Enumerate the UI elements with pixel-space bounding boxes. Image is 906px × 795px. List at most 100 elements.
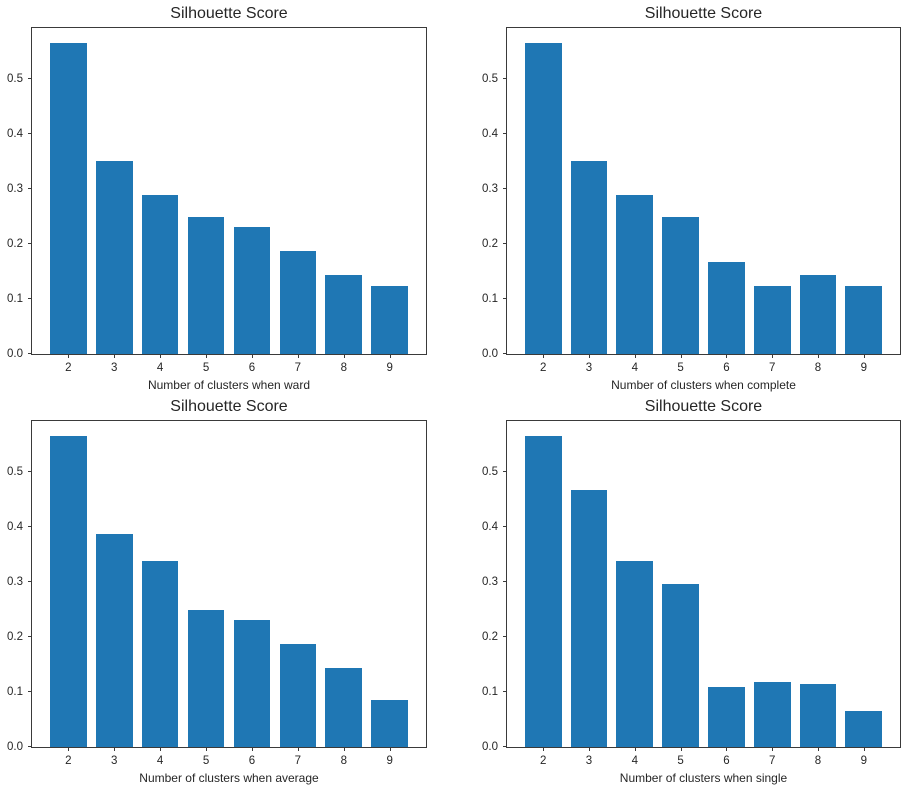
y-tick-mark xyxy=(503,581,507,583)
y-tick-mark xyxy=(28,746,32,747)
x-tick-label: 6 xyxy=(723,362,730,374)
x-tick-label: 2 xyxy=(539,362,547,374)
y-tick-mark xyxy=(28,471,32,473)
x-tick-mark xyxy=(297,747,299,751)
bar-k7 xyxy=(279,644,317,747)
x-tick-mark xyxy=(818,354,819,358)
x-tick-label: 8 xyxy=(340,362,347,374)
bar-k4 xyxy=(141,194,179,354)
bar-k5 xyxy=(662,217,699,354)
y-tick-mark xyxy=(28,78,32,80)
x-tick-label: 3 xyxy=(110,362,118,374)
bar-k3 xyxy=(570,160,608,354)
x-tick-label: 2 xyxy=(65,755,72,767)
x-tick-mark xyxy=(772,747,774,751)
y-tick-mark xyxy=(503,746,507,747)
x-tick-label: 8 xyxy=(340,755,347,767)
y-tick-label: 0.2 xyxy=(482,237,498,250)
y-tick-label: 0.3 xyxy=(7,575,23,588)
x-tick-mark xyxy=(726,747,728,751)
y-tick-label: 0.3 xyxy=(7,182,23,195)
bar-k2 xyxy=(524,436,562,747)
x-tick-label: 7 xyxy=(769,362,776,374)
x-tick-label: 9 xyxy=(386,362,393,374)
bar-k9 xyxy=(371,699,409,747)
y-tick-label: 0.0 xyxy=(7,740,23,753)
x-tick-label: 5 xyxy=(202,362,210,374)
bar-k7 xyxy=(753,682,791,747)
bar-k5 xyxy=(662,583,699,747)
x-tick-mark xyxy=(114,747,116,751)
y-tick-mark xyxy=(28,581,32,583)
bar-k3 xyxy=(95,533,133,747)
y-tick-mark xyxy=(503,691,507,693)
x-tick-label: 3 xyxy=(585,362,593,374)
x-tick-mark xyxy=(297,354,299,358)
y-tick-label: 0.2 xyxy=(482,630,498,643)
bar-k5 xyxy=(187,610,225,747)
x-tick-mark xyxy=(160,747,162,751)
x-tick-label: 8 xyxy=(814,755,822,767)
y-tick-mark xyxy=(503,526,507,528)
plot-area-average: 2 3 4 5 6 7 8 9 0.0 0.1 0.2 0.3 0.4 0.5 xyxy=(7,420,427,767)
x-axis-label-single: Number of clusters when single xyxy=(619,771,788,785)
bar-k8 xyxy=(325,275,363,354)
bar-k8 xyxy=(799,684,837,747)
y-tick-label: 0.3 xyxy=(482,182,498,195)
x-tick-mark xyxy=(251,747,253,751)
x-tick-label: 9 xyxy=(386,755,393,767)
x-tick-label: 2 xyxy=(539,755,547,767)
y-tick-mark xyxy=(503,78,507,80)
x-tick-mark xyxy=(863,354,865,358)
x-tick-label: 9 xyxy=(860,362,868,374)
y-tick-mark xyxy=(28,636,32,638)
x-tick-label: 4 xyxy=(156,755,164,767)
bar-k3 xyxy=(570,490,608,747)
bar-k2 xyxy=(524,43,562,354)
x-tick-label: 3 xyxy=(110,755,118,767)
x-tick-mark xyxy=(543,354,545,358)
bar-k7 xyxy=(279,251,317,354)
bar-k8 xyxy=(325,668,363,747)
x-tick-label: 5 xyxy=(677,755,684,767)
y-tick-label: 0.1 xyxy=(7,685,23,698)
y-tick-mark xyxy=(28,691,32,693)
bar-k4 xyxy=(141,560,179,747)
x-tick-label: 6 xyxy=(248,362,256,374)
bar-k9 xyxy=(845,285,883,354)
x-tick-label: 9 xyxy=(860,755,868,767)
bar-k9 xyxy=(845,710,883,747)
bar-k6 xyxy=(233,227,271,354)
x-axis-label-average: Number of clusters when average xyxy=(139,771,319,785)
y-tick-mark xyxy=(28,133,32,135)
y-tick-mark xyxy=(503,298,507,300)
x-tick-label: 4 xyxy=(631,755,638,767)
x-tick-mark xyxy=(772,354,774,358)
x-tick-mark xyxy=(863,747,865,751)
y-tick-mark xyxy=(28,188,32,190)
bar-k6 xyxy=(233,620,271,747)
bar-k4 xyxy=(616,194,654,354)
plot-area-single: 2 3 4 5 6 7 8 9 0.0 0.1 0.2 0.3 0.4 0.5 xyxy=(482,420,901,767)
bar-k8 xyxy=(799,275,837,354)
y-tick-label: 0.5 xyxy=(7,465,23,478)
y-tick-label: 0.0 xyxy=(7,347,23,360)
y-tick-label: 0.4 xyxy=(482,127,498,140)
y-tick-mark xyxy=(503,471,507,473)
x-tick-mark xyxy=(206,354,208,358)
bar-k9 xyxy=(371,285,409,354)
x-tick-mark xyxy=(818,747,819,751)
y-tick-label: 0.0 xyxy=(482,740,498,753)
y-tick-mark xyxy=(28,526,32,528)
x-tick-label: 6 xyxy=(723,755,730,767)
y-tick-label: 0.1 xyxy=(7,292,23,305)
x-tick-label: 6 xyxy=(248,755,256,767)
x-axis-label-complete: Number of clusters when complete xyxy=(611,378,796,392)
x-tick-label: 7 xyxy=(769,755,776,767)
y-tick-label: 0.1 xyxy=(482,685,498,698)
plot-area-complete: 2 3 4 5 6 7 8 9 0.0 0.1 0.2 0.3 0.4 0.5 xyxy=(482,27,901,374)
x-tick-label: 4 xyxy=(156,362,164,374)
x-tick-mark xyxy=(114,354,116,358)
x-tick-label: 2 xyxy=(65,362,72,374)
x-tick-label: 3 xyxy=(585,755,593,767)
